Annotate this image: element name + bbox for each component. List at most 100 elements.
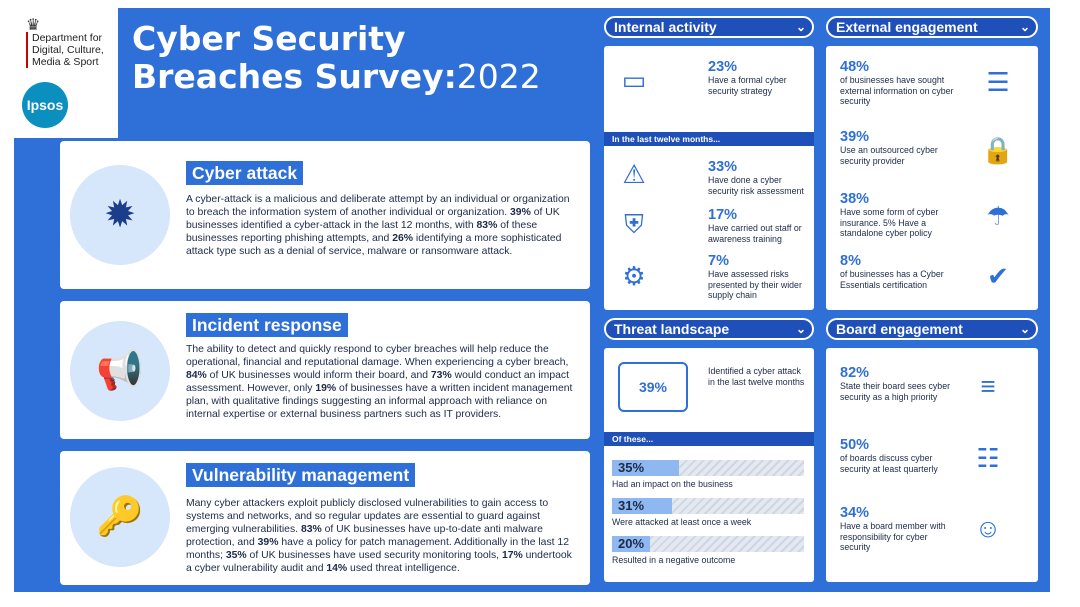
card-incident-response: 📢 Incident response The ability to detec… [60,301,590,439]
band-label: In the last twelve months... [604,132,814,146]
stat-label: of boards discuss cyber security at leas… [840,453,938,474]
infographic: ♛ Department for Digital, Culture, Media… [14,8,1050,592]
stat-value: 33% [708,159,738,175]
bar-fill [612,536,651,552]
panel-title: Board engagement [836,321,963,337]
bar-label: Had an impact on the business [612,479,733,489]
risk-icon: ⚠ [622,159,646,189]
bar-label: Resulted in a negative outcome [612,555,736,565]
stat-label: Have assessed risks presented by their w… [708,269,802,300]
stat-label: Identified a cyber attack in the last tw… [708,366,805,387]
bug-icon: ✹ [104,194,136,236]
panel-threat-landscape: 39% Identified a cyber attack in the las… [604,348,814,582]
megaphone-icon: 📢 [96,350,144,392]
bar-value: 20% [618,536,645,551]
stat-label: Use an outsourced cyber security provide… [840,145,938,166]
dept-line: Digital, Culture, [32,44,104,56]
page-title: Cyber Security Breaches Survey:2022 [132,20,541,96]
stat-label: of businesses have sought external infor… [840,75,954,106]
dept-logo: Department for Digital, Culture, Media &… [26,32,118,68]
panel-title: Internal activity [614,19,717,35]
stat: 48% of businesses have sought external i… [840,60,970,107]
panel-header-internal[interactable]: Internal activity ⌄ [604,16,814,38]
stat-value: 82% [840,365,870,381]
stat-label: Have some form of cyber insurance. 5% Ha… [840,207,939,238]
illustration: 🔑 [70,467,170,567]
band-label: Of these... [604,432,814,446]
panel-title: Threat landscape [614,321,730,337]
chevron-down-icon: ⌄ [795,322,806,336]
card-cyber-attack: ✹ Cyber attack A cyber-attack is a malic… [60,141,590,289]
section-title: Incident response [186,313,348,337]
chevron-down-icon: ⌄ [795,20,806,34]
panel-header-external[interactable]: External engagement ⌄ [826,16,1038,38]
bar: 20% [612,536,804,552]
ipsos-logo: Ipsos [22,82,68,128]
stat-label: Have a board member with responsibility … [840,521,946,552]
section-title: Cyber attack [186,161,304,185]
section-text: The ability to detect and quickly respon… [186,344,573,420]
umbrella-icon: ☂ [986,201,1010,231]
stat: 34% Have a board member with responsibil… [840,506,960,553]
stat-value: 23% [708,59,738,75]
dept-line: Department for [32,32,103,44]
stat-label: Have carried out staff or awareness trai… [708,223,802,244]
stat-label: of businesses has a Cyber Essentials cer… [840,269,944,290]
document-icon: ☰ [986,67,1010,97]
stat: 17% Have carried out staff or awareness … [708,208,810,244]
bar: 31% [612,498,804,514]
strategy-icon: ▭ [621,65,647,95]
stat-value: 34% [840,505,870,521]
stat: Identified a cyber attack in the last tw… [708,366,808,387]
server-lock-icon: 🔒 [981,135,1015,165]
bar-value: 35% [618,460,645,475]
panel-external-engagement: 48% of businesses have sought external i… [826,46,1038,310]
title-line-1: Cyber Security [132,19,406,58]
stat: 23% Have a formal cyber security strateg… [708,60,808,96]
section-text: A cyber-attack is a malicious and delibe… [186,194,570,257]
illustration: ✹ [70,165,170,265]
section-title: Vulnerability management [186,463,416,487]
priority-icon: ≡ [980,371,996,401]
chevron-down-icon: ⌄ [1019,322,1030,336]
title-main: Breaches Survey: [132,57,457,96]
panel-title: External engagement [836,19,978,35]
bar-fill [612,498,672,514]
bar-label: Were attacked at least once a week [612,517,752,527]
meeting-icon: ☷ [976,443,1000,473]
stat: 33% Have done a cyber security risk asse… [708,160,810,196]
stat-value: 48% [840,59,870,75]
stat: 8% of businesses has a Cyber Essentials … [840,254,970,290]
panel-header-board[interactable]: Board engagement ⌄ [826,318,1038,340]
panel-header-threat[interactable]: Threat landscape ⌄ [604,318,814,340]
stat-value: 17% [708,207,738,223]
threat-center-value: 39% [618,362,688,412]
panel-board-engagement: 82% State their board sees cyber securit… [826,348,1038,582]
dept-line: Media & Sport [32,56,99,68]
checkmark-icon: ✔ [987,261,1009,291]
stat: 82% State their board sees cyber securit… [840,366,960,402]
logo-block: ♛ Department for Digital, Culture, Media… [14,8,118,138]
bar: 35% [612,460,804,476]
supply-chain-icon: ⚙ [622,261,646,291]
card-vulnerability-management: 🔑 Vulnerability management Many cyber at… [60,451,590,585]
illustration: 📢 [70,321,170,421]
key-icon: 🔑 [96,496,144,538]
stat-value: 7% [708,253,729,269]
section-text: Many cyber attackers exploit publicly di… [186,498,572,574]
board-member-icon: ☺ [974,513,1002,543]
title-line-2: Breaches Survey:2022 [132,58,541,96]
training-icon: ⛨ [624,209,644,239]
chevron-down-icon: ⌄ [1019,20,1030,34]
bar-value: 31% [618,498,645,513]
stat: 39% Use an outsourced cyber security pro… [840,130,970,166]
stat: 38% Have some form of cyber insurance. 5… [840,192,970,239]
stat-label: Have done a cyber security risk assessme… [708,175,804,196]
bar-fill [612,460,680,476]
crest-icon: ♛ [26,17,41,34]
panel-internal-activity: ▭ 23% Have a formal cyber security strat… [604,46,814,310]
stat: 50% of boards discuss cyber security at … [840,438,960,474]
stat-value: 38% [840,191,870,207]
stat-value: 50% [840,437,870,453]
stat-value: 8% [840,253,861,269]
